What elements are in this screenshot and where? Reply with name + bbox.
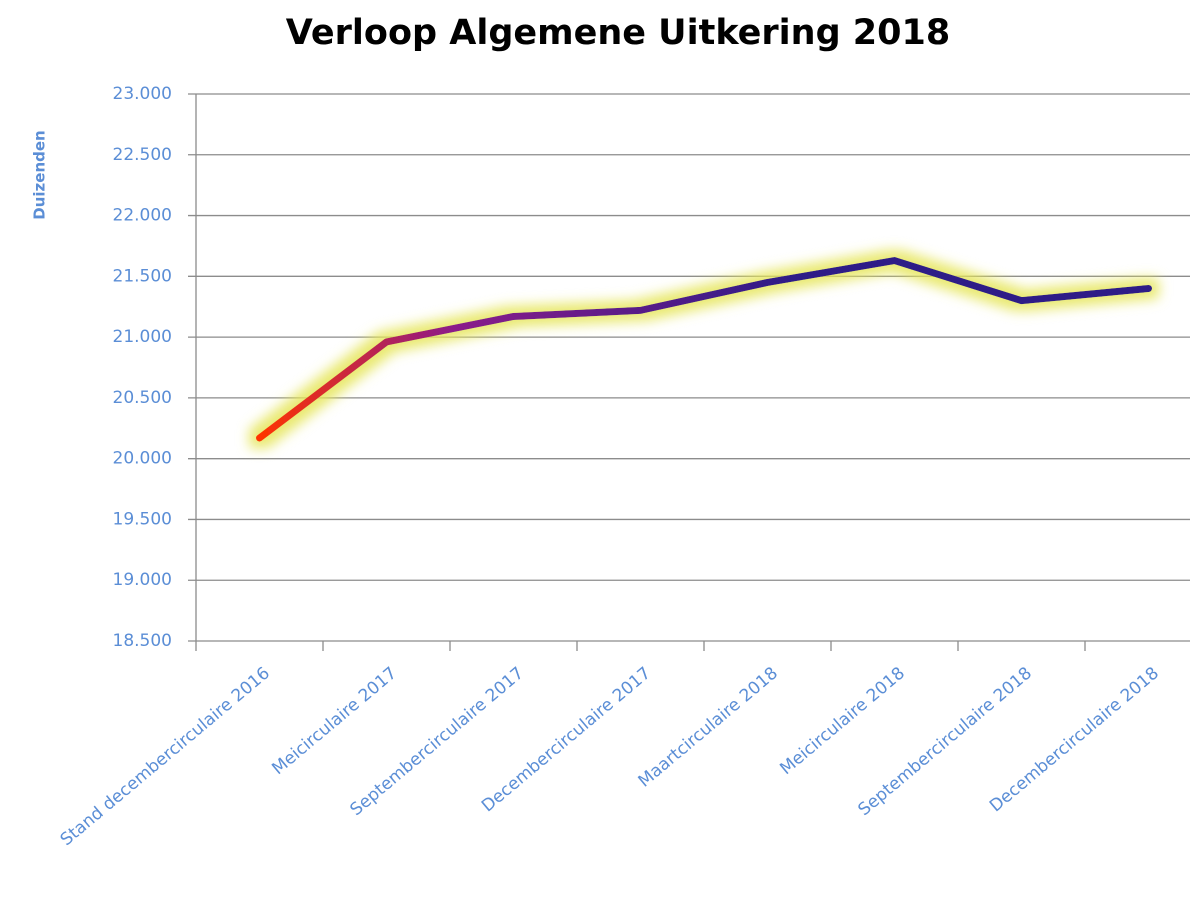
y-axis-label: Duizenden	[31, 130, 49, 219]
y-tick-label: 21.500	[113, 266, 172, 286]
y-tick-label: 23.000	[113, 84, 172, 104]
chart-title: Verloop Algemene Uitkering 2018	[286, 13, 950, 53]
x-tick-label: Maartcirculaire 2018	[635, 663, 782, 791]
x-tick-label: Meicirculaire 2017	[268, 663, 401, 779]
y-tick-label: 22.500	[113, 145, 172, 165]
x-tick-label: Stand decembercirculaire 2016	[57, 663, 274, 850]
y-tick-label: 20.000	[113, 449, 172, 469]
y-tick-label: 18.500	[113, 631, 172, 651]
y-tick-label: 19.000	[113, 570, 172, 590]
y-tick-label: 22.000	[113, 206, 172, 226]
x-tick-label: Meicirculaire 2018	[776, 663, 909, 779]
y-tick-label: 19.500	[113, 509, 172, 529]
y-tick-label: 21.000	[113, 327, 172, 347]
y-tick-label: 20.500	[113, 388, 172, 408]
data-line	[256, 257, 1152, 442]
